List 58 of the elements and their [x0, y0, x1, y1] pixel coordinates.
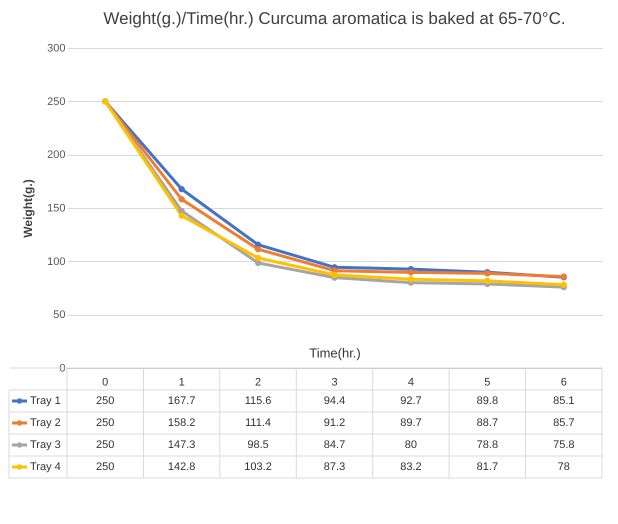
data-label: 250 — [96, 461, 114, 473]
y-axis-title: Weight(g.) — [21, 179, 36, 238]
legend-label: Tray 2 — [30, 417, 61, 429]
data-label: 81.7 — [476, 461, 498, 473]
x-tick-label: 1 — [178, 376, 185, 388]
chart-title: Weight(g.)/Time(hr.) Curcuma aromatica is baked at 65-70°C. — [103, 9, 566, 28]
data-label: 75.8 — [553, 439, 574, 451]
data-label: 250 — [96, 439, 114, 451]
y-tick-label: 50 — [53, 309, 66, 322]
point — [408, 269, 414, 276]
data-label: 83.2 — [400, 461, 422, 473]
legend-label: Tray 3 — [30, 439, 61, 451]
x-tick-label: 5 — [484, 376, 490, 388]
data-label: 167.7 — [168, 395, 196, 407]
data-label: 85.7 — [553, 417, 574, 429]
legend-label: Tray 4 — [30, 461, 61, 473]
point — [254, 246, 262, 252]
point — [408, 276, 414, 282]
data-label: 98.5 — [247, 439, 269, 451]
data-label: 78.8 — [476, 439, 498, 451]
data-label: 89.8 — [476, 395, 498, 407]
data-label: 78 — [558, 461, 570, 473]
point — [331, 272, 338, 278]
y-tick-label: 150 — [47, 202, 66, 214]
data-label: 87.3 — [324, 461, 346, 473]
data-label: 85.1 — [553, 395, 574, 407]
data-label: 115.6 — [244, 395, 272, 407]
point — [254, 254, 262, 262]
y-tick-label: 200 — [47, 149, 66, 162]
data-label: 158.2 — [168, 417, 196, 429]
data-label: 91.2 — [324, 417, 346, 429]
data-label: 89.7 — [400, 417, 422, 429]
data-label: 92.7 — [400, 395, 422, 407]
point — [178, 186, 185, 192]
x-tick-label: 6 — [560, 376, 567, 388]
data-label: 142.8 — [168, 461, 196, 473]
point — [560, 282, 567, 288]
point — [484, 278, 491, 284]
data-label: 250 — [96, 395, 114, 407]
point — [178, 196, 185, 202]
data-label: 103.2 — [244, 461, 272, 473]
data-label: 80 — [404, 439, 418, 451]
x-axis-title: Time(hr.) — [309, 346, 361, 360]
data-label: 94.4 — [324, 395, 346, 407]
x-tick-label: 3 — [331, 376, 338, 388]
data-label: 250 — [96, 417, 114, 429]
legend-label: Tray 1 — [30, 395, 61, 407]
data-label: 147.3 — [168, 439, 196, 451]
x-tick-label: 0 — [102, 376, 108, 388]
y-tick-label: 100 — [47, 256, 66, 268]
data-label: 84.7 — [324, 439, 346, 451]
data-label: 88.7 — [476, 417, 498, 429]
point — [178, 212, 185, 219]
y-tick-label: 300 — [47, 42, 66, 54]
x-tick-label: 2 — [255, 376, 262, 388]
data-label: 111.4 — [245, 417, 272, 429]
x-tick-label: 4 — [408, 376, 414, 388]
y-tick-label: 250 — [47, 96, 66, 108]
